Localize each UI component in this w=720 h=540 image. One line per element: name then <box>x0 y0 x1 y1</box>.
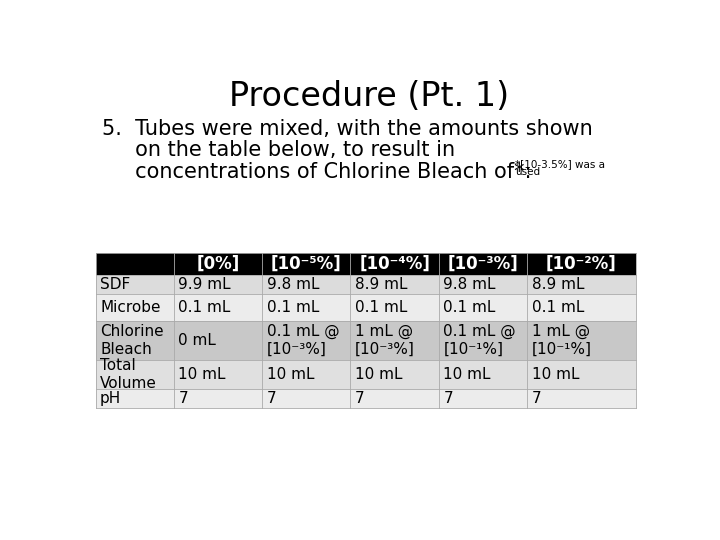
Bar <box>96 275 174 294</box>
Text: [10⁻⁵%]: [10⁻⁵%] <box>271 255 341 273</box>
Bar <box>174 360 262 389</box>
Text: 8.9 mL: 8.9 mL <box>532 277 584 292</box>
Text: 1 mL @
[10⁻³%]: 1 mL @ [10⁻³%] <box>355 324 415 357</box>
Bar <box>262 389 351 408</box>
Text: 10 mL: 10 mL <box>355 367 402 382</box>
Bar <box>96 321 174 360</box>
Bar <box>438 253 527 275</box>
Bar <box>527 294 636 321</box>
Bar <box>527 321 636 360</box>
Text: on the table below, to result in: on the table below, to result in <box>102 140 455 160</box>
Text: 7: 7 <box>266 391 276 406</box>
Text: 0.1 mL: 0.1 mL <box>355 300 408 315</box>
Text: 0.1 mL: 0.1 mL <box>444 300 496 315</box>
Bar <box>174 253 262 275</box>
Text: 0.1 mL @
[10⁻¹%]: 0.1 mL @ [10⁻¹%] <box>444 324 516 357</box>
Text: 10 mL: 10 mL <box>444 367 491 382</box>
Bar <box>174 275 262 294</box>
Bar <box>527 253 636 275</box>
Bar <box>262 275 351 294</box>
Bar <box>96 360 174 389</box>
Text: 0.1 mL: 0.1 mL <box>179 300 230 315</box>
Text: [0%]: [0%] <box>197 255 240 273</box>
Bar <box>174 294 262 321</box>
Bar <box>174 321 262 360</box>
Bar <box>438 321 527 360</box>
Bar <box>438 275 527 294</box>
Bar <box>527 360 636 389</box>
Text: [10⁻²%]: [10⁻²%] <box>546 255 617 273</box>
Text: 10 mL: 10 mL <box>266 367 314 382</box>
Bar <box>351 253 438 275</box>
Bar <box>438 389 527 408</box>
Text: used: used <box>515 167 540 177</box>
Text: [10⁻⁴%]: [10⁻⁴%] <box>359 255 430 273</box>
Text: concentrations of Chlorine Bleach of*:: concentrations of Chlorine Bleach of*: <box>102 162 531 182</box>
Bar <box>96 389 174 408</box>
Text: 0.1 mL: 0.1 mL <box>532 300 584 315</box>
Text: 8.9 mL: 8.9 mL <box>355 277 408 292</box>
Bar <box>351 389 438 408</box>
Text: 7: 7 <box>532 391 541 406</box>
Bar <box>438 360 527 389</box>
Text: 7: 7 <box>355 391 364 406</box>
Bar <box>351 360 438 389</box>
Text: *[10-3.5%] was a: *[10-3.5%] was a <box>515 159 605 168</box>
Text: 0.1 mL @
[10⁻³%]: 0.1 mL @ [10⁻³%] <box>266 324 339 357</box>
Bar <box>438 294 527 321</box>
Bar <box>96 294 174 321</box>
Text: 7: 7 <box>179 391 188 406</box>
Bar <box>351 321 438 360</box>
Text: 9.8 mL: 9.8 mL <box>444 277 496 292</box>
Bar <box>262 360 351 389</box>
Bar <box>174 389 262 408</box>
Bar <box>351 275 438 294</box>
Text: 10 mL: 10 mL <box>532 367 580 382</box>
Bar <box>527 389 636 408</box>
Text: 9.8 mL: 9.8 mL <box>266 277 319 292</box>
Text: 10 mL: 10 mL <box>179 367 226 382</box>
Text: SDF: SDF <box>100 277 130 292</box>
Bar <box>527 275 636 294</box>
Text: 1 mL @
[10⁻¹%]: 1 mL @ [10⁻¹%] <box>532 324 592 357</box>
Bar <box>351 294 438 321</box>
Text: Total
Volume: Total Volume <box>100 358 157 391</box>
Text: 5.  Tubes were mixed, with the amounts shown: 5. Tubes were mixed, with the amounts sh… <box>102 119 593 139</box>
Text: Chlorine
Bleach: Chlorine Bleach <box>100 324 163 357</box>
Text: 0 mL: 0 mL <box>179 333 216 348</box>
Bar <box>262 253 351 275</box>
Text: 0.1 mL: 0.1 mL <box>266 300 319 315</box>
Text: 9.9 mL: 9.9 mL <box>179 277 231 292</box>
Text: Procedure (Pt. 1): Procedure (Pt. 1) <box>229 80 509 113</box>
Text: 7: 7 <box>444 391 453 406</box>
Text: pH: pH <box>100 391 122 406</box>
Bar <box>96 253 174 275</box>
Text: [10⁻³%]: [10⁻³%] <box>448 255 518 273</box>
Bar <box>262 321 351 360</box>
Bar <box>262 294 351 321</box>
Text: Microbe: Microbe <box>100 300 161 315</box>
